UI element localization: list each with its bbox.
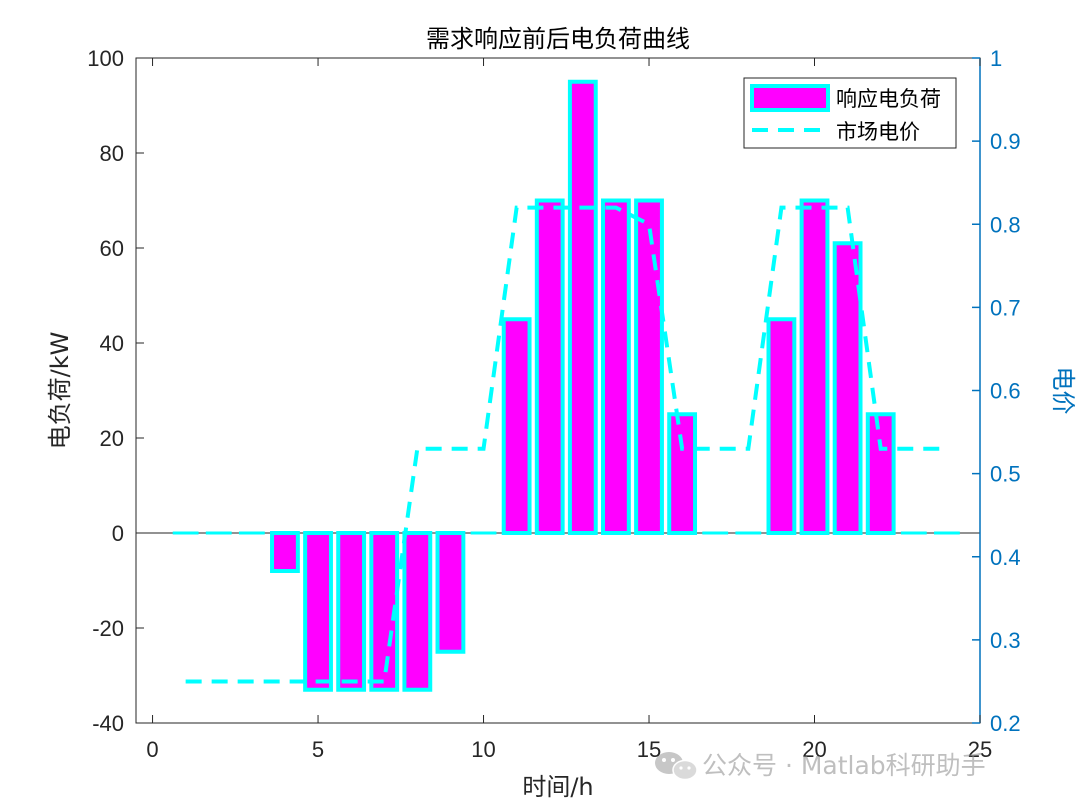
y-tick-label: -40: [92, 711, 124, 736]
legend: 响应电负荷 市场电价: [743, 77, 957, 149]
y2-tick-label: 1: [990, 46, 1002, 71]
bar-series: [172, 79, 960, 692]
bar: [270, 531, 300, 573]
bar: [534, 198, 565, 535]
y2-axis-label: 电价: [1049, 367, 1077, 415]
legend-line-label: 市场电价: [836, 120, 920, 144]
y-tick-label: 20: [100, 426, 124, 451]
y-tick-label: 60: [100, 236, 124, 261]
legend-bar-swatch: [750, 84, 830, 112]
y2-tick-label: 0.7: [990, 295, 1021, 320]
y-axis-label: 电负荷/kW: [46, 332, 74, 450]
y2-tick-label: 0.6: [990, 379, 1021, 404]
x-tick-label: 0: [146, 737, 158, 762]
bar: [501, 317, 532, 535]
y2-tick-label: 0.5: [990, 462, 1021, 487]
y2-tick-label: 0.3: [990, 628, 1021, 653]
bar: [766, 317, 797, 535]
chart-title: 需求响应前后电负荷曲线: [426, 25, 690, 53]
y-tick-label: 0: [112, 521, 124, 546]
x-tick-label: 20: [802, 737, 826, 762]
x-tick-label: 5: [312, 737, 324, 762]
wechat-icon: [655, 752, 698, 781]
x-axis-label: 时间/h: [522, 773, 593, 801]
bar: [567, 79, 598, 535]
y-tick-label: 40: [100, 331, 124, 356]
x-axis: 0 5 10 15 20 25: [146, 58, 992, 762]
y2-tick-label: 0.2: [990, 711, 1021, 736]
y2-tick-label: 0.4: [990, 545, 1021, 570]
x-tick-label: 10: [471, 737, 495, 762]
bar: [667, 412, 698, 535]
y-axis-right: 0.2 0.3 0.4 0.5 0.6 0.7 0.8 0.9 1: [972, 46, 1021, 736]
bar: [832, 241, 863, 535]
bar: [435, 531, 466, 654]
watermark-text: 公众号 · Matlab科研助手: [702, 751, 986, 780]
bar: [865, 412, 896, 535]
bar: [634, 198, 664, 535]
y-tick-label: 100: [87, 46, 124, 71]
y-tick-label: -20: [92, 616, 124, 641]
y-tick-label: 80: [100, 141, 124, 166]
bar: [402, 531, 433, 692]
y-axis-left: -40 -20 0 20 40 60 80 100: [87, 46, 144, 736]
price-line: [185, 205, 947, 684]
x-tick-label: 25: [968, 737, 992, 762]
bar: [336, 531, 367, 692]
y2-tick-label: 0.8: [990, 212, 1021, 237]
watermark: 公众号 · Matlab科研助手: [655, 751, 986, 781]
bar: [799, 198, 830, 535]
bar: [601, 198, 631, 535]
y2-tick-label: 0.9: [990, 129, 1021, 154]
legend-bar-label: 响应电负荷: [836, 87, 941, 111]
bar: [303, 531, 333, 692]
